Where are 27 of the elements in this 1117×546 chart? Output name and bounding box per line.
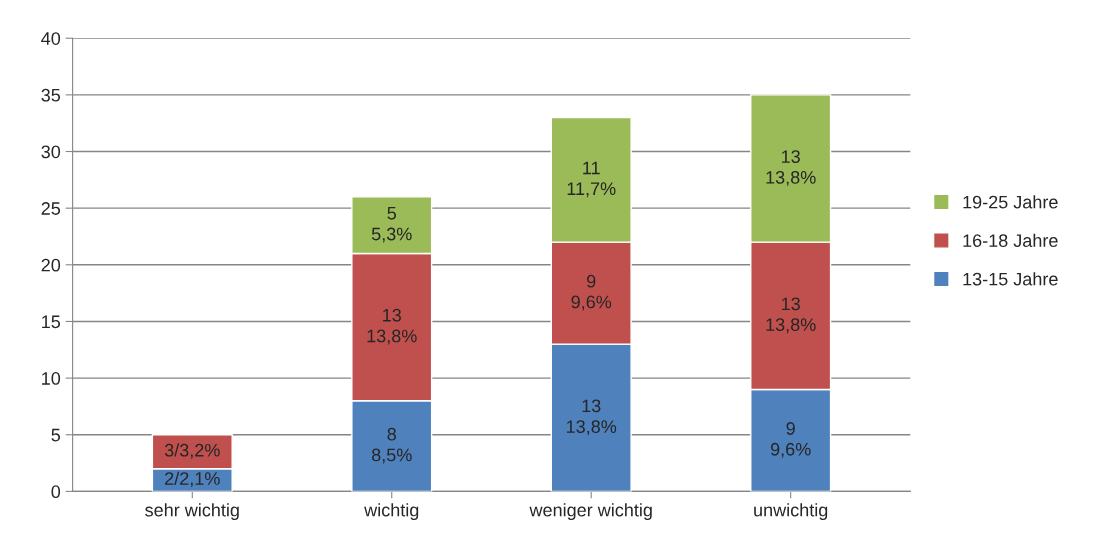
data-label: 13 13,8% xyxy=(566,399,617,436)
data-label: 11 11,7% xyxy=(567,161,616,198)
legend-label: 19-25 Jahre xyxy=(963,195,1058,209)
data-label: 13 13,8% xyxy=(367,308,417,345)
y-tick-label: 10 xyxy=(42,372,61,385)
data-label: 3/3,2% xyxy=(164,443,220,459)
data-label: 13 13,8% xyxy=(766,297,816,334)
y-tick-label: 25 xyxy=(41,202,61,215)
x-tick-label: wichtig xyxy=(364,503,419,521)
y-tick-label: 5 xyxy=(51,428,61,442)
data-label: 5 5,3% xyxy=(371,207,412,243)
data-label: 2/2,1% xyxy=(165,471,220,488)
data-label: 9 9,6% xyxy=(571,274,612,311)
y-tick-label: 15 xyxy=(42,315,61,329)
y-tick-label: 30 xyxy=(41,145,61,159)
y-tick-label: 20 xyxy=(41,258,61,272)
data-label: 13 13,8% xyxy=(766,150,816,186)
data-label: 8 8,5% xyxy=(371,427,412,464)
x-tick-label: unwichtig xyxy=(754,503,828,521)
legend-label: 13-15 Jahre xyxy=(963,272,1058,286)
y-tick-label: 35 xyxy=(41,88,61,102)
x-tick-label: sehr wichtig xyxy=(145,503,239,521)
x-tick-label: weniger wichtig xyxy=(529,503,652,521)
data-label: 9 9,6% xyxy=(770,422,811,458)
y-tick-label: 0 xyxy=(51,485,61,499)
y-tick-label: 40 xyxy=(41,32,61,45)
legend-label: 16-18 Jahre xyxy=(963,233,1058,247)
